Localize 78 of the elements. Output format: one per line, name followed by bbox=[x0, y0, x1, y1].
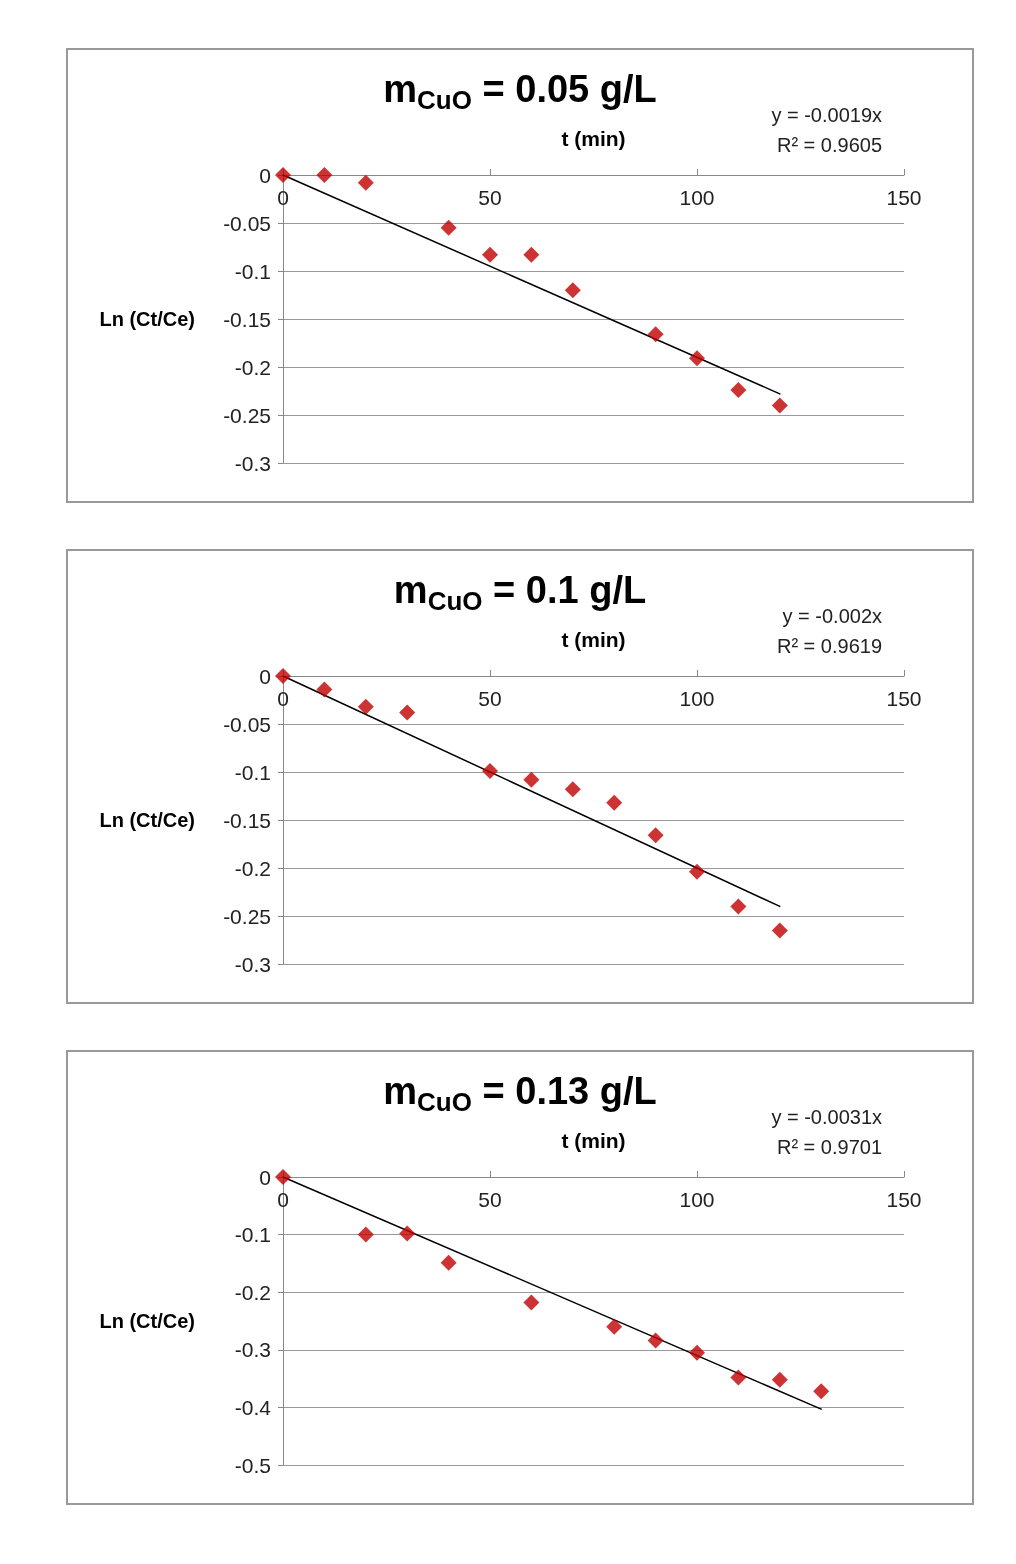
x-tick-label: 0 bbox=[277, 186, 289, 209]
y-tick-label: -0.1 bbox=[234, 259, 271, 283]
point bbox=[357, 1226, 374, 1243]
point bbox=[316, 681, 333, 698]
x-tick-label: 100 bbox=[679, 186, 715, 209]
point bbox=[647, 1332, 664, 1349]
y-tick-label: 0 bbox=[259, 1165, 271, 1189]
point bbox=[647, 827, 664, 844]
point bbox=[399, 1225, 416, 1242]
x-tick-label: 150 bbox=[886, 186, 922, 209]
text: y = -0.002x bbox=[782, 605, 883, 627]
x-axis-title: t (min) bbox=[561, 628, 626, 651]
y-axis-title: Ln (Ct/Ce) bbox=[99, 809, 195, 831]
text: y = -0.0019x bbox=[771, 104, 882, 126]
point bbox=[689, 1344, 705, 1361]
y-tick-label: -0.3 bbox=[234, 451, 271, 475]
point bbox=[482, 246, 498, 263]
y-tick-label: -0.05 bbox=[223, 712, 271, 736]
point bbox=[606, 1318, 623, 1335]
point bbox=[440, 219, 457, 236]
point bbox=[564, 781, 581, 798]
y-tick-label: -0.05 bbox=[223, 211, 271, 235]
point bbox=[689, 863, 705, 880]
point bbox=[357, 174, 374, 191]
x-axis-title: t (min) bbox=[561, 127, 626, 150]
y-tick-label: 0 bbox=[259, 163, 271, 187]
y-tick-label: -0.2 bbox=[234, 856, 271, 880]
x-tick-label: 100 bbox=[679, 1188, 715, 1211]
y-tick-label: -0.4 bbox=[234, 1395, 272, 1419]
y-axis-title: Ln (Ct/Ce) bbox=[99, 308, 195, 330]
point bbox=[730, 382, 747, 399]
y-tick-label: -0.2 bbox=[234, 355, 271, 379]
text: R² = 0.9701 bbox=[776, 1136, 882, 1158]
x-tick-label: 50 bbox=[478, 186, 502, 209]
point bbox=[689, 350, 705, 367]
point bbox=[275, 167, 291, 183]
point bbox=[316, 167, 333, 183]
y-tick-label: -0.1 bbox=[234, 760, 271, 784]
y-tick-label: -0.25 bbox=[223, 904, 271, 928]
y-tick-label: -0.15 bbox=[223, 307, 271, 331]
point bbox=[482, 763, 498, 780]
point bbox=[399, 704, 416, 721]
point bbox=[357, 698, 374, 715]
y-tick-label: -0.25 bbox=[223, 403, 271, 427]
x-tick-label: 100 bbox=[679, 687, 715, 710]
point bbox=[647, 326, 664, 343]
y-tick-label: 0 bbox=[259, 664, 271, 688]
text: R² = 0.9605 bbox=[776, 134, 882, 156]
x-tick-label: 0 bbox=[277, 687, 289, 710]
y-tick-label: -0.1 bbox=[234, 1223, 271, 1247]
point bbox=[523, 1294, 540, 1311]
x-tick-label: 150 bbox=[886, 687, 922, 710]
point bbox=[275, 668, 291, 684]
y-tick-label: -0.3 bbox=[234, 1338, 271, 1362]
y-tick-label: -0.15 bbox=[223, 808, 271, 832]
point bbox=[730, 898, 747, 915]
point bbox=[813, 1383, 830, 1400]
point bbox=[523, 246, 540, 263]
point bbox=[771, 1371, 788, 1388]
y-tick-label: -0.2 bbox=[234, 1280, 271, 1304]
x-tick-label: 50 bbox=[478, 687, 502, 710]
x-tick-label: 150 bbox=[886, 1188, 922, 1211]
text: R² = 0.9619 bbox=[776, 635, 882, 657]
y-tick-label: -0.5 bbox=[234, 1453, 271, 1477]
x-tick-label: 0 bbox=[277, 1188, 289, 1211]
x-tick-label: 50 bbox=[478, 1188, 502, 1211]
point bbox=[440, 1254, 457, 1271]
point bbox=[564, 282, 581, 299]
point bbox=[275, 1169, 291, 1185]
text: y = -0.0031x bbox=[771, 1106, 882, 1128]
point bbox=[606, 794, 623, 811]
y-axis-title: Ln (Ct/Ce) bbox=[99, 1310, 195, 1332]
x-axis-title: t (min) bbox=[561, 1129, 626, 1152]
point bbox=[771, 397, 788, 414]
point bbox=[771, 922, 788, 939]
y-tick-label: -0.3 bbox=[234, 952, 271, 976]
point bbox=[730, 1369, 747, 1386]
point bbox=[523, 771, 540, 788]
